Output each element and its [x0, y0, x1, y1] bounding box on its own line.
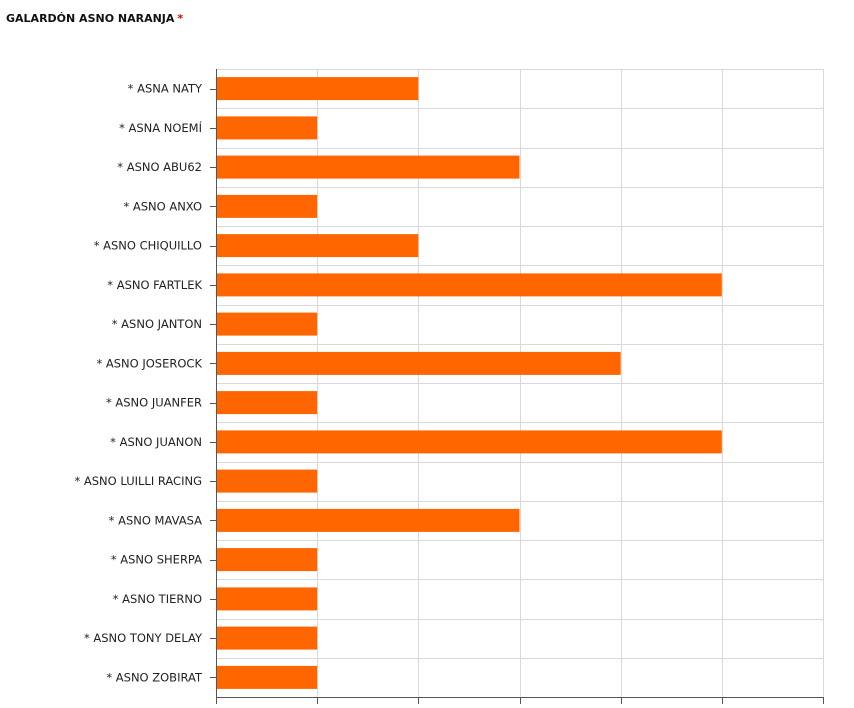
category-label: * ASNO JUANON	[110, 435, 202, 449]
category-label: * ASNO JANTON	[112, 317, 202, 331]
category-label: * ASNO ZOBIRAT	[106, 670, 203, 684]
category-label: * ASNO TIERNO	[113, 592, 202, 606]
category-label: * ASNO JOSEROCK	[96, 356, 202, 370]
category-label: * ASNA NATY	[128, 82, 203, 96]
category-label: * ASNO CHIQUILLO	[94, 239, 202, 253]
bar	[216, 469, 318, 493]
category-label: * ASNO MAVASA	[109, 513, 202, 527]
label-layer: * ASNA NATY * ASNA NOEMÍ * ASNO ABU62 * ASN…	[74, 82, 202, 685]
bar	[216, 430, 722, 454]
bar	[216, 312, 318, 336]
category-label: * ASNO ABU62	[117, 160, 202, 174]
bar	[216, 155, 520, 179]
bar-layer	[216, 77, 722, 689]
bar	[216, 351, 621, 375]
bar	[216, 194, 318, 218]
category-label: * ASNO SHERPA	[111, 553, 202, 567]
axis-layer	[210, 69, 824, 704]
bar	[216, 665, 318, 689]
bar	[216, 391, 318, 415]
grid-layer	[216, 69, 824, 698]
bar	[216, 587, 318, 611]
bar	[216, 116, 318, 140]
category-label: * ASNO ANXO	[123, 199, 202, 213]
bar	[216, 548, 318, 572]
title-text: GALARDÓN ASNO NARANJA	[6, 12, 175, 25]
category-label: * ASNO FARTLEK	[107, 278, 202, 292]
bar	[216, 273, 722, 297]
category-label: * ASNA NOEMÍ	[119, 120, 203, 135]
category-label: * ASNO LUILLI RACING	[74, 474, 202, 488]
bar	[216, 626, 318, 650]
required-asterisk: *	[177, 12, 184, 25]
bar	[216, 234, 419, 258]
bar	[216, 508, 520, 532]
bar	[216, 77, 419, 101]
category-label: * ASNO TONY DELAY	[84, 631, 203, 645]
chart-title: GALARDÓN ASNO NARANJA *	[6, 12, 183, 25]
category-label: * ASNO JUANFER	[106, 396, 202, 410]
